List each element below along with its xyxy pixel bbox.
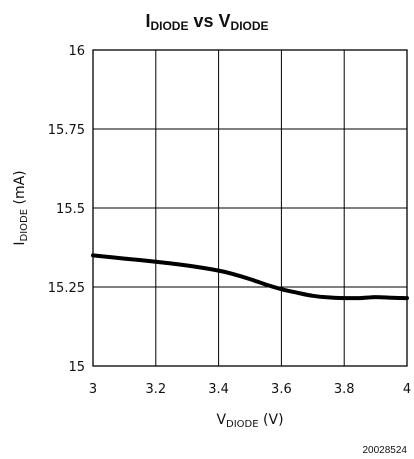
figure-id: 20028524 bbox=[363, 445, 408, 456]
x-tick-labels: 3 3.2 3.4 3.6 3.8 4 bbox=[89, 382, 411, 397]
x-tick-label: 3.2 bbox=[145, 382, 166, 397]
x-axis-label: VDIODE (V) bbox=[216, 412, 283, 430]
y-tick-label: 16 bbox=[68, 44, 85, 59]
y-axis-label-subscript: DIODE bbox=[19, 209, 30, 242]
x-axis-label-unit: (V) bbox=[259, 412, 284, 428]
grid bbox=[93, 50, 407, 366]
y-tick-label: 15 bbox=[68, 360, 85, 375]
y-tick-label: 15.25 bbox=[48, 281, 85, 296]
x-axis-label-main: V bbox=[216, 412, 226, 428]
x-tick-label: 3.6 bbox=[271, 382, 292, 397]
title-second-subscript: DIODE bbox=[231, 19, 269, 33]
y-axis-label: IDIODE (mA) bbox=[12, 170, 30, 245]
plot-frame bbox=[92, 49, 408, 367]
title-main-subscript: DIODE bbox=[150, 19, 188, 33]
title-main: I bbox=[145, 11, 150, 31]
series-line bbox=[91, 253, 409, 301]
title-middle: vs bbox=[188, 11, 218, 31]
x-tick-label: 3.8 bbox=[334, 382, 355, 397]
y-tick-label: 15.5 bbox=[56, 202, 85, 217]
y-tick-label: 15.75 bbox=[48, 123, 85, 138]
y-axis-label-main: I bbox=[12, 242, 28, 246]
chart-title: IDIODE vs VDIODE bbox=[145, 11, 268, 33]
title-second: V bbox=[219, 11, 231, 31]
x-tick-label: 3.4 bbox=[208, 382, 229, 397]
y-axis-label-unit: (mA) bbox=[12, 170, 28, 209]
y-tick-labels: 15 15.25 15.5 15.75 16 bbox=[48, 44, 85, 375]
x-tick-label: 4 bbox=[403, 382, 411, 397]
x-tick-label: 3 bbox=[89, 382, 97, 397]
x-axis-label-subscript: DIODE bbox=[226, 419, 259, 430]
